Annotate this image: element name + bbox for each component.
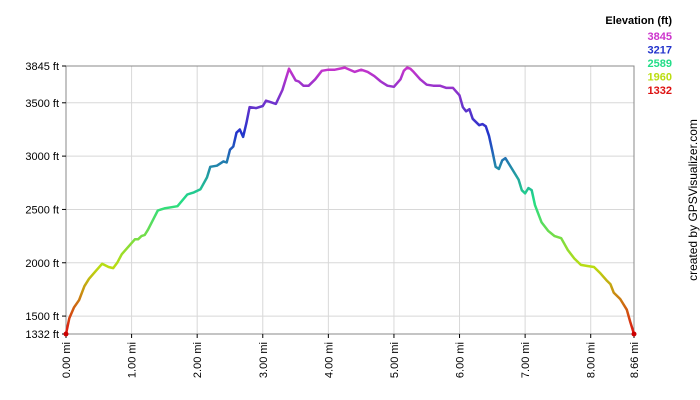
plot-area <box>66 66 634 334</box>
credit-text: created by GPSVisualizer.com <box>686 119 700 281</box>
x-tick-label: 4.00 mi <box>323 342 335 378</box>
x-tick-label: 2.00 mi <box>192 342 204 378</box>
y-tick-label: 3000 ft <box>25 151 59 163</box>
y-tick-label: 3845 ft <box>25 61 59 73</box>
x-tick-label: 7.00 mi <box>520 342 532 378</box>
x-tick-label: 8.00 mi <box>586 342 598 378</box>
x-tick-label: 0.00 mi <box>61 342 73 378</box>
y-tick-label: 2500 ft <box>25 204 59 216</box>
plot-border <box>65 65 635 335</box>
x-axis: 0.00 mi 1.00 mi 2.00 mi 3.00 mi 4.00 mi 5.00 … <box>61 334 641 378</box>
grid-lines <box>65 65 635 335</box>
legend-entry: 1332 <box>648 85 672 97</box>
elevation-line <box>64 66 636 336</box>
legend-title: Elevation (ft) <box>605 15 672 27</box>
endpoint-marker <box>63 331 69 337</box>
y-tick-label: 2000 ft <box>25 258 59 270</box>
y-axis: 1332 ft 1500 ft 2000 ft 2500 ft 3000 ft 3500 … <box>25 61 66 341</box>
y-tick-label: 1332 ft <box>25 329 59 341</box>
legend-entry: 3845 <box>648 31 672 43</box>
legend-entry: 1960 <box>648 72 672 84</box>
endpoint-marker <box>631 331 637 337</box>
y-tick-label: 1500 ft <box>25 311 59 323</box>
series-group <box>63 66 637 337</box>
x-tick-label: 3.00 mi <box>258 342 270 378</box>
y-tick-label: 3500 ft <box>25 98 59 110</box>
legend-entry: 3217 <box>648 45 672 57</box>
legend-entry: 2589 <box>648 58 672 70</box>
x-tick-label: 8.66 mi <box>629 342 641 378</box>
x-tick-label: 5.00 mi <box>389 342 401 378</box>
x-tick-label: 1.00 mi <box>127 342 139 378</box>
x-tick-label: 6.00 mi <box>455 342 467 378</box>
